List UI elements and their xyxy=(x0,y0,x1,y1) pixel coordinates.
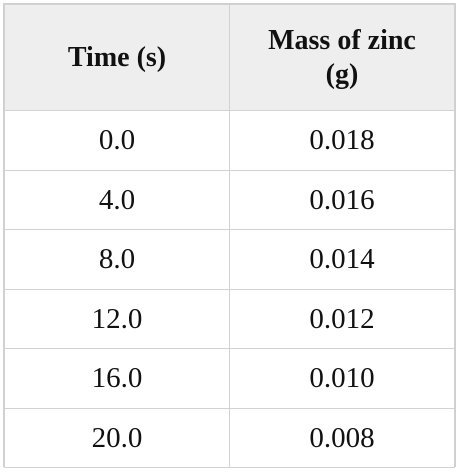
cell-mass: 0.018 xyxy=(229,110,455,171)
header-mass-label: Mass of zinc (g) xyxy=(268,24,416,90)
header-time: Time (s) xyxy=(4,4,230,111)
cell-mass: 0.010 xyxy=(229,348,455,409)
table-row: 16.0 0.010 xyxy=(4,348,455,409)
cell-time: 16.0 xyxy=(4,348,230,409)
table-row: 20.0 0.008 xyxy=(4,407,455,468)
cell-time: 4.0 xyxy=(4,169,230,230)
cell-time: 20.0 xyxy=(4,407,230,468)
cell-mass: 0.014 xyxy=(229,229,455,290)
cell-time: 0.0 xyxy=(4,110,230,171)
cell-time: 8.0 xyxy=(4,229,230,290)
table-row: 0.0 0.018 xyxy=(4,110,455,171)
table-header-row: Time (s) Mass of zinc (g) xyxy=(4,4,455,111)
data-table-container: Time (s) Mass of zinc (g) 0.0 0.018 4.0 … xyxy=(3,3,456,468)
table-row: 4.0 0.016 xyxy=(4,169,455,230)
header-time-label: Time (s) xyxy=(67,41,167,73)
table-row: 8.0 0.014 xyxy=(4,229,455,290)
data-table: Time (s) Mass of zinc (g) 0.0 0.018 4.0 … xyxy=(4,4,455,468)
cell-mass: 0.016 xyxy=(229,169,455,230)
table-row: 12.0 0.012 xyxy=(4,288,455,349)
cell-mass: 0.008 xyxy=(229,407,455,468)
cell-time: 12.0 xyxy=(4,288,230,349)
cell-mass: 0.012 xyxy=(229,288,455,349)
header-mass-of-zinc: Mass of zinc (g) xyxy=(229,4,455,111)
